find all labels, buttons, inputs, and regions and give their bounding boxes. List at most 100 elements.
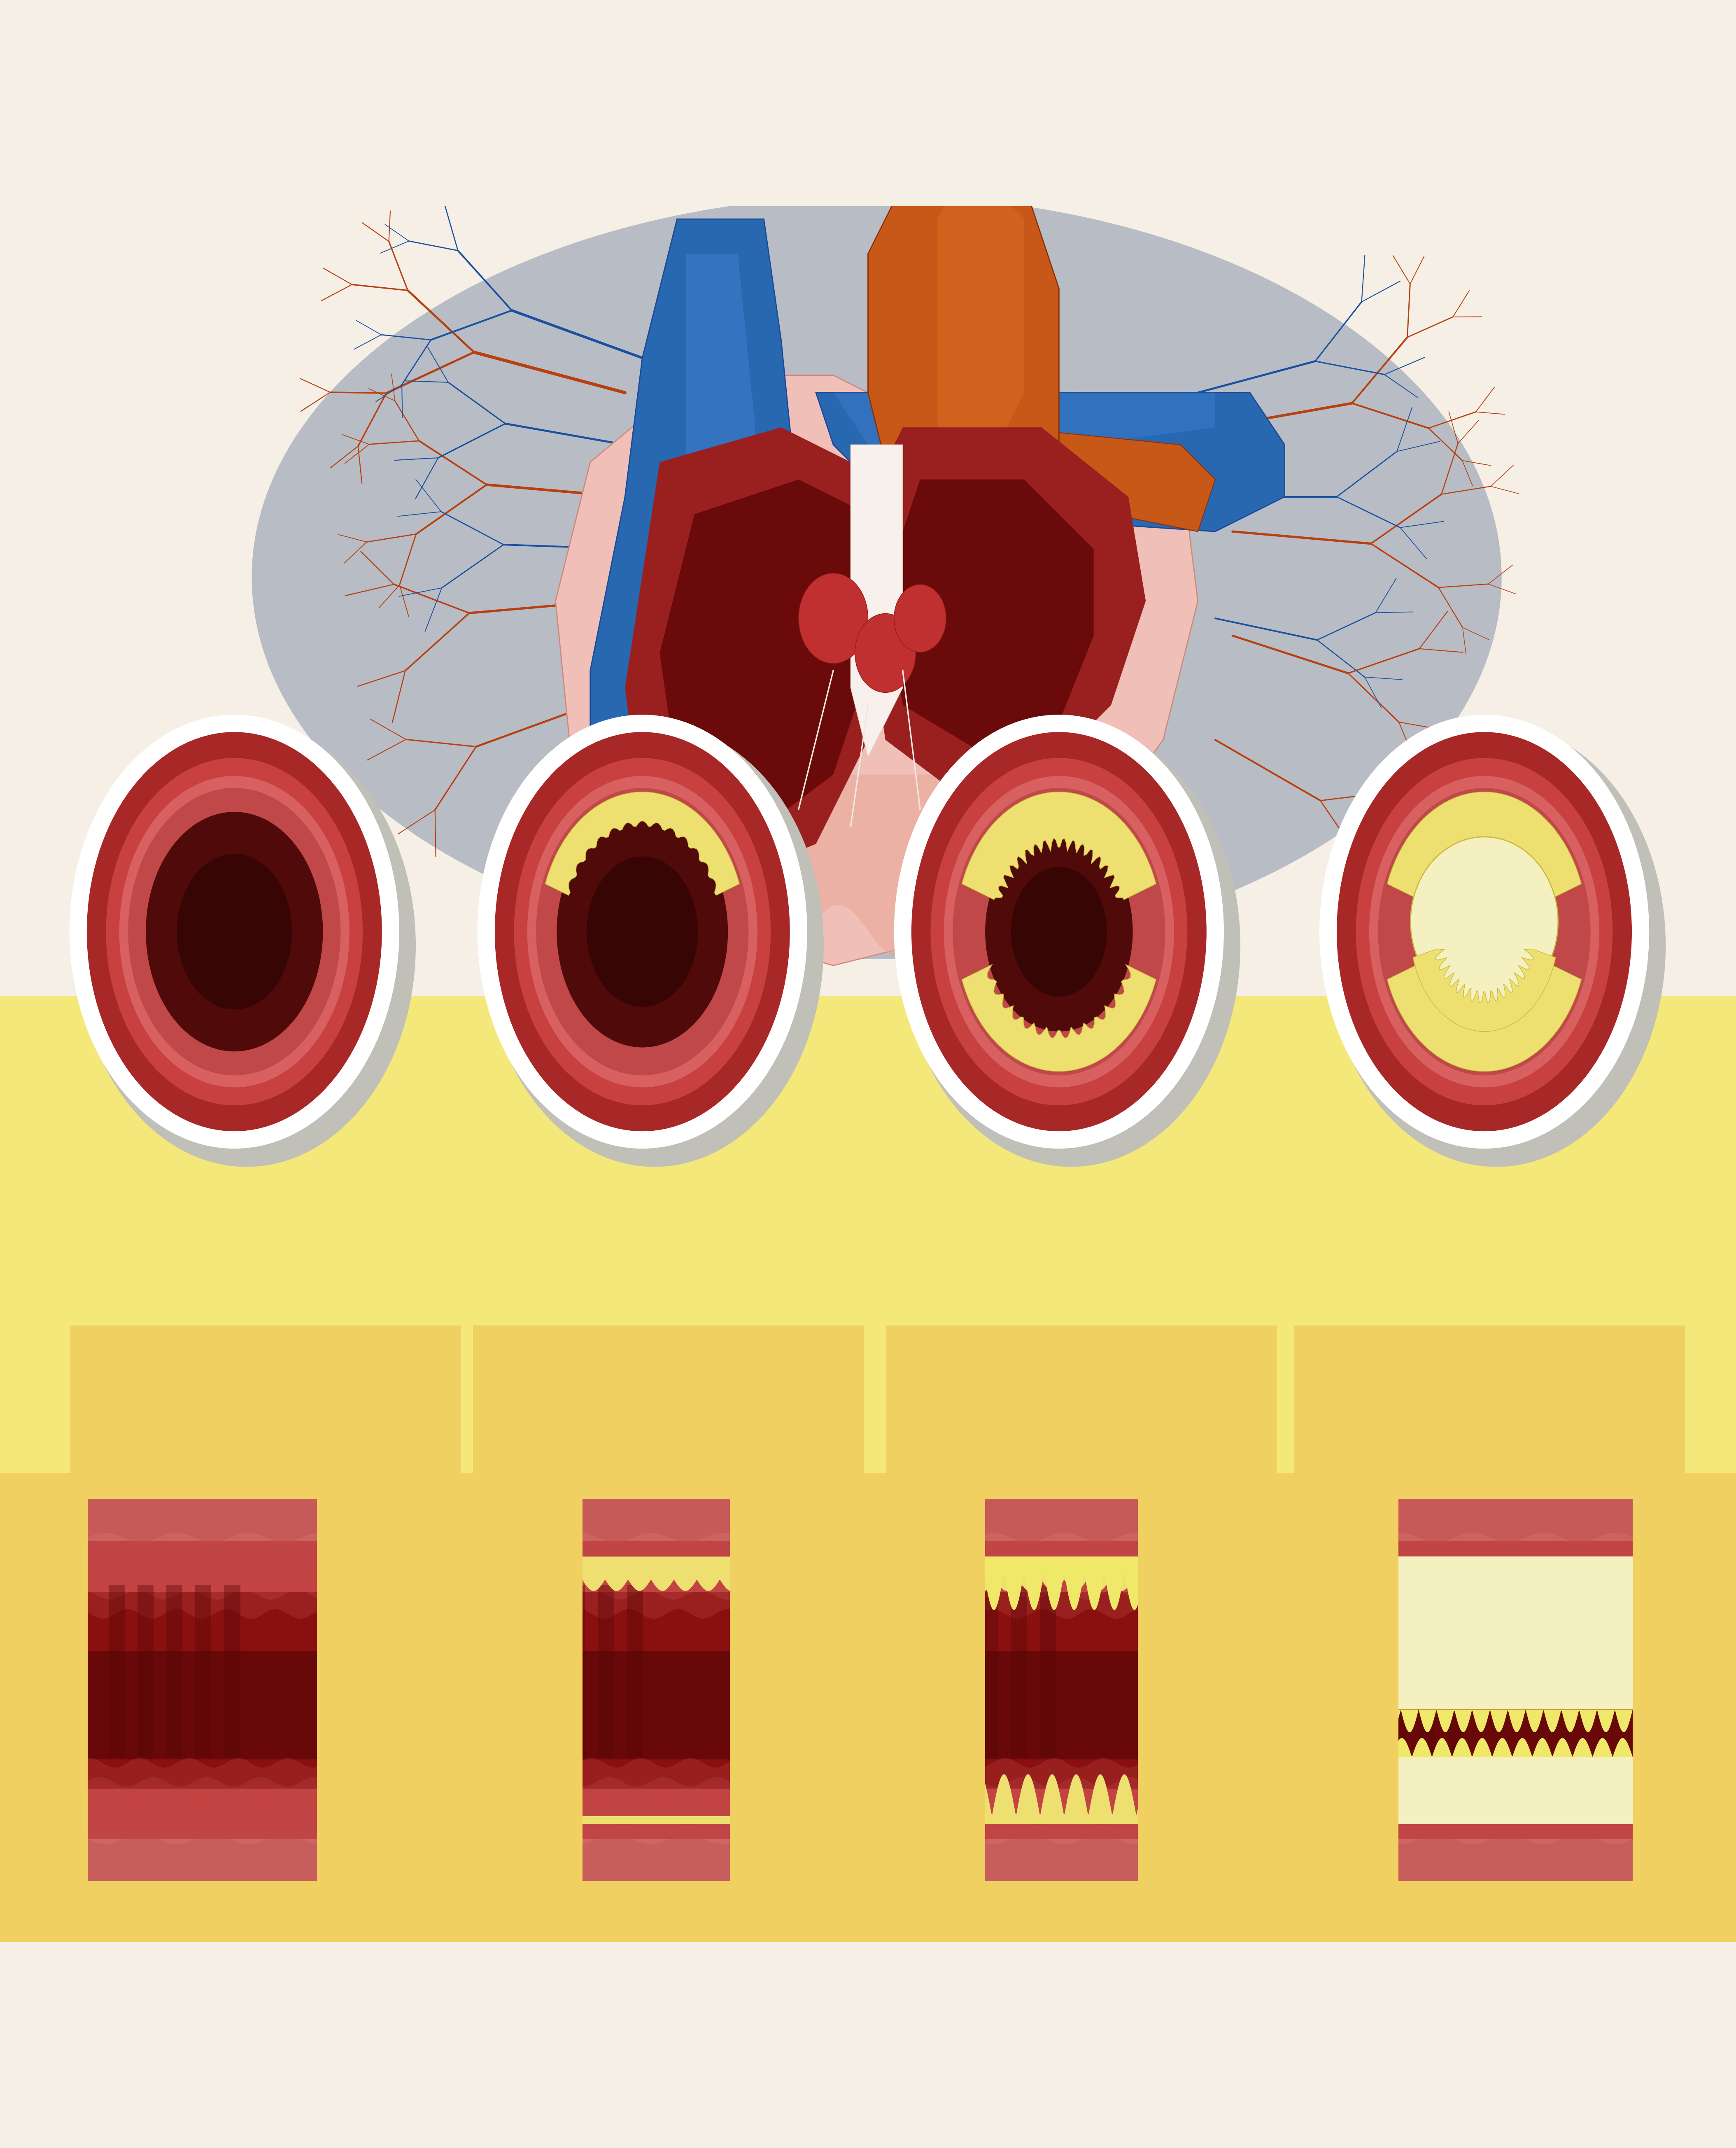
Polygon shape [816, 393, 1285, 531]
Bar [1311, 1652, 1632, 1759]
Ellipse shape [944, 775, 1174, 1087]
Ellipse shape [1462, 902, 1507, 962]
Bar [69, 1882, 460, 2056]
Bar [0, 1482, 87, 1899]
Bar [1137, 1482, 1311, 1899]
Bar [472, 1882, 863, 2056]
Polygon shape [1413, 949, 1555, 1031]
Bar [0, 997, 1736, 1474]
Ellipse shape [587, 857, 698, 1007]
Ellipse shape [1356, 758, 1613, 1106]
Ellipse shape [1410, 838, 1557, 1007]
Polygon shape [962, 964, 1156, 1072]
Bar [885, 1882, 1276, 2056]
Bar [502, 1512, 823, 1892]
Ellipse shape [1326, 724, 1665, 1166]
Bar [490, 1542, 811, 1592]
Ellipse shape [854, 614, 917, 692]
Ellipse shape [1319, 715, 1649, 1149]
Ellipse shape [106, 758, 363, 1106]
Ellipse shape [557, 816, 727, 1048]
Ellipse shape [901, 724, 1240, 1166]
Ellipse shape [528, 775, 757, 1087]
Polygon shape [962, 793, 1156, 900]
Ellipse shape [69, 715, 399, 1149]
Bar [811, 1482, 984, 1899]
Ellipse shape [128, 788, 340, 1076]
Ellipse shape [495, 732, 790, 1132]
Bar [472, 1325, 863, 1499]
Ellipse shape [252, 195, 1502, 960]
Polygon shape [885, 479, 1094, 758]
Bar [1293, 1882, 1684, 2056]
Ellipse shape [514, 758, 771, 1106]
Polygon shape [1007, 427, 1215, 531]
Bar [1632, 1482, 1736, 1899]
Polygon shape [937, 185, 1024, 462]
Bar [903, 1789, 1224, 1839]
Bar [1311, 1592, 1632, 1789]
Bar [885, 1325, 1276, 1499]
Bar [729, 1482, 903, 1899]
Bar [915, 1512, 1236, 1892]
Bar [408, 1482, 582, 1899]
Bar [1293, 1482, 1649, 1899]
Ellipse shape [1470, 913, 1498, 952]
Bar [87, 1542, 408, 1592]
Polygon shape [625, 427, 885, 879]
Bar [490, 1839, 811, 1882]
Bar [490, 1652, 811, 1759]
Polygon shape [1387, 954, 1581, 1072]
Bar [903, 1652, 1224, 1759]
Polygon shape [1387, 793, 1581, 921]
Ellipse shape [78, 724, 417, 1166]
Polygon shape [686, 253, 755, 810]
Ellipse shape [146, 812, 323, 1050]
Bar [0, 1474, 1736, 1942]
Bar [1224, 1482, 1397, 1899]
Ellipse shape [911, 732, 1207, 1132]
Ellipse shape [536, 788, 748, 1076]
Polygon shape [868, 427, 1146, 793]
Bar [1311, 1542, 1632, 1592]
Ellipse shape [87, 732, 382, 1132]
Polygon shape [851, 445, 903, 758]
Ellipse shape [1010, 868, 1108, 997]
Bar [87, 1789, 408, 1839]
Bar [316, 1482, 490, 1899]
Polygon shape [590, 219, 816, 913]
Bar [1311, 1499, 1632, 1542]
Bar [87, 1592, 408, 1789]
Bar [1323, 1512, 1644, 1892]
Bar [490, 1499, 811, 1542]
Ellipse shape [177, 853, 292, 1010]
Bar [87, 1499, 408, 1542]
Ellipse shape [477, 715, 807, 1149]
Bar [87, 1839, 408, 1882]
Ellipse shape [1337, 732, 1632, 1132]
Bar [903, 1542, 1224, 1592]
Bar [0, 206, 1736, 997]
Bar [1311, 1789, 1632, 1839]
Ellipse shape [984, 831, 1132, 1031]
Ellipse shape [1378, 788, 1590, 1076]
Bar [1293, 1325, 1684, 1499]
Bar [99, 1512, 420, 1892]
Polygon shape [833, 393, 1215, 462]
Ellipse shape [120, 775, 349, 1087]
Bar [87, 1652, 408, 1759]
Bar [69, 1325, 460, 1499]
Polygon shape [660, 479, 868, 827]
Polygon shape [556, 376, 1198, 964]
Bar [490, 1789, 811, 1839]
Bar [903, 1499, 1224, 1542]
Bar [1311, 1839, 1632, 1882]
Bar [885, 1482, 1241, 1899]
Bar [69, 1482, 425, 1899]
Ellipse shape [1370, 775, 1599, 1087]
Ellipse shape [894, 584, 946, 653]
Bar [472, 1482, 828, 1899]
Ellipse shape [930, 758, 1187, 1106]
Bar [903, 1839, 1224, 1882]
Ellipse shape [953, 788, 1165, 1076]
